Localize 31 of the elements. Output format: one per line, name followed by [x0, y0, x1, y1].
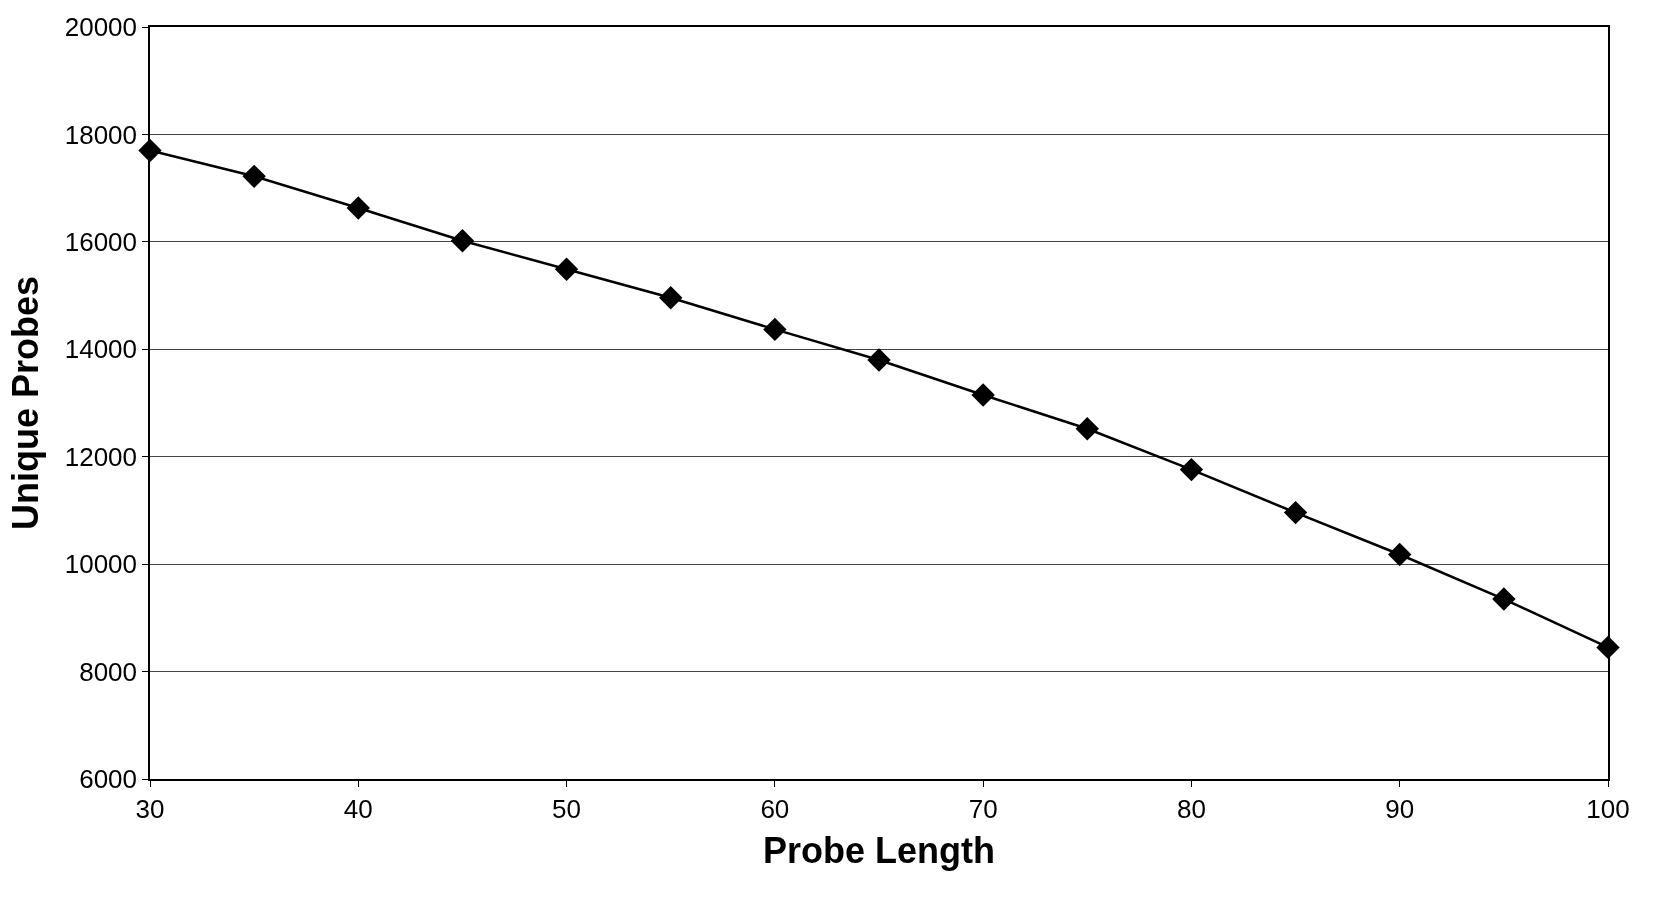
- y-tick-label: 18000: [64, 119, 138, 150]
- y-tick-label: 16000: [64, 226, 138, 257]
- y-tick-label: 8000: [79, 656, 138, 687]
- point: [1283, 500, 1308, 525]
- point: [450, 229, 475, 253]
- x-tick-label: 80: [1176, 793, 1206, 824]
- x-tick-label: 30: [135, 793, 165, 824]
- point: [1492, 587, 1516, 611]
- x-tick-label: 60: [760, 793, 790, 824]
- point: [554, 257, 579, 281]
- point: [346, 196, 370, 220]
- x-tick-label: 90: [1385, 793, 1415, 824]
- point: [242, 164, 266, 189]
- y-tick-label: 10000: [64, 549, 138, 580]
- x-tick-label: 100: [1586, 793, 1630, 824]
- y-tick-label: 20000: [64, 12, 138, 43]
- point: [867, 348, 891, 372]
- point: [659, 286, 683, 310]
- x-tick-label: 40: [343, 793, 373, 824]
- point: [1179, 457, 1204, 482]
- x-axis-title: Probe Length: [763, 830, 995, 872]
- y-axis-title: Unique Probes: [5, 275, 47, 531]
- y-tick-label: 6000: [79, 764, 138, 795]
- point: [763, 317, 787, 342]
- y-tick-label: 14000: [64, 334, 138, 365]
- x-tick-label: 70: [968, 793, 998, 824]
- y-tick-label: 12000: [64, 441, 138, 472]
- point: [971, 383, 995, 407]
- point: [1388, 542, 1412, 567]
- point: [1075, 417, 1099, 441]
- x-tick-label: 50: [552, 793, 582, 824]
